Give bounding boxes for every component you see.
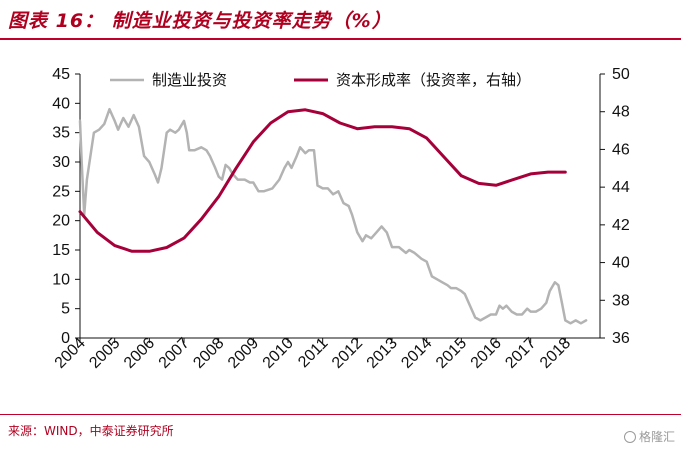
chart-legend: 制造业投资 资本形成率（投资率，右轴） <box>110 71 531 89</box>
chart-axes: 0510152025303540453638404244464850200420… <box>52 66 630 372</box>
x-tick-label: 2007 <box>156 335 193 372</box>
x-tick-label: 2018 <box>537 335 574 372</box>
left-y-tick-label: 10 <box>52 271 70 288</box>
left-y-tick-label: 0 <box>61 330 70 347</box>
chart-title: 图表 16： 制造业投资与投资率走势（%） <box>8 10 392 32</box>
right-y-tick-label: 42 <box>612 217 630 234</box>
watermark-text: 格隆汇 <box>638 430 675 444</box>
title-divider <box>0 38 681 40</box>
legend-label: 制造业投资 <box>152 71 227 89</box>
watermark: 格隆汇 <box>623 428 675 445</box>
left-y-tick-label: 20 <box>52 213 70 230</box>
right-y-tick-label: 40 <box>612 255 630 272</box>
left-y-tick-label: 15 <box>52 242 70 259</box>
x-tick-label: 2017 <box>502 335 539 372</box>
left-y-tick-label: 25 <box>52 183 70 200</box>
right-y-tick-label: 50 <box>612 66 630 83</box>
x-tick-label: 2004 <box>52 335 89 372</box>
x-tick-label: 2006 <box>121 335 158 372</box>
x-tick-label: 2015 <box>433 335 470 372</box>
x-tick-label: 2012 <box>329 335 366 372</box>
right-y-tick-label: 44 <box>612 179 630 196</box>
chart-series <box>78 107 588 325</box>
footer-divider <box>0 414 681 415</box>
left-y-tick-label: 30 <box>52 154 70 171</box>
watermark-logo-icon <box>623 430 636 443</box>
dual-axis-line-chart: 0510152025303540453638404244464850200420… <box>52 66 630 372</box>
x-tick-label: 2009 <box>225 335 262 372</box>
x-tick-label: 2008 <box>190 335 227 372</box>
legend-label: 资本形成率（投资率，右轴） <box>336 71 531 89</box>
right-y-tick-label: 46 <box>612 141 630 158</box>
capital-formation-rate-line <box>78 108 567 253</box>
right-y-tick-label: 36 <box>612 330 630 347</box>
x-tick-label: 2013 <box>364 335 401 372</box>
x-tick-label: 2010 <box>260 335 297 372</box>
x-tick-label: 2014 <box>398 335 435 372</box>
manufacturing-investment-line <box>78 107 588 325</box>
x-tick-label: 2011 <box>295 335 331 371</box>
source-note: 来源：WIND，中泰证券研究所 <box>8 424 174 438</box>
left-y-tick-label: 45 <box>52 66 70 83</box>
left-y-tick-label: 40 <box>52 95 70 112</box>
x-tick-label: 2016 <box>468 335 505 372</box>
x-tick-label: 2005 <box>86 335 123 372</box>
left-y-tick-label: 35 <box>52 125 70 142</box>
left-y-tick-label: 5 <box>61 301 70 318</box>
right-y-tick-label: 38 <box>612 292 630 309</box>
right-y-tick-label: 48 <box>612 104 630 121</box>
